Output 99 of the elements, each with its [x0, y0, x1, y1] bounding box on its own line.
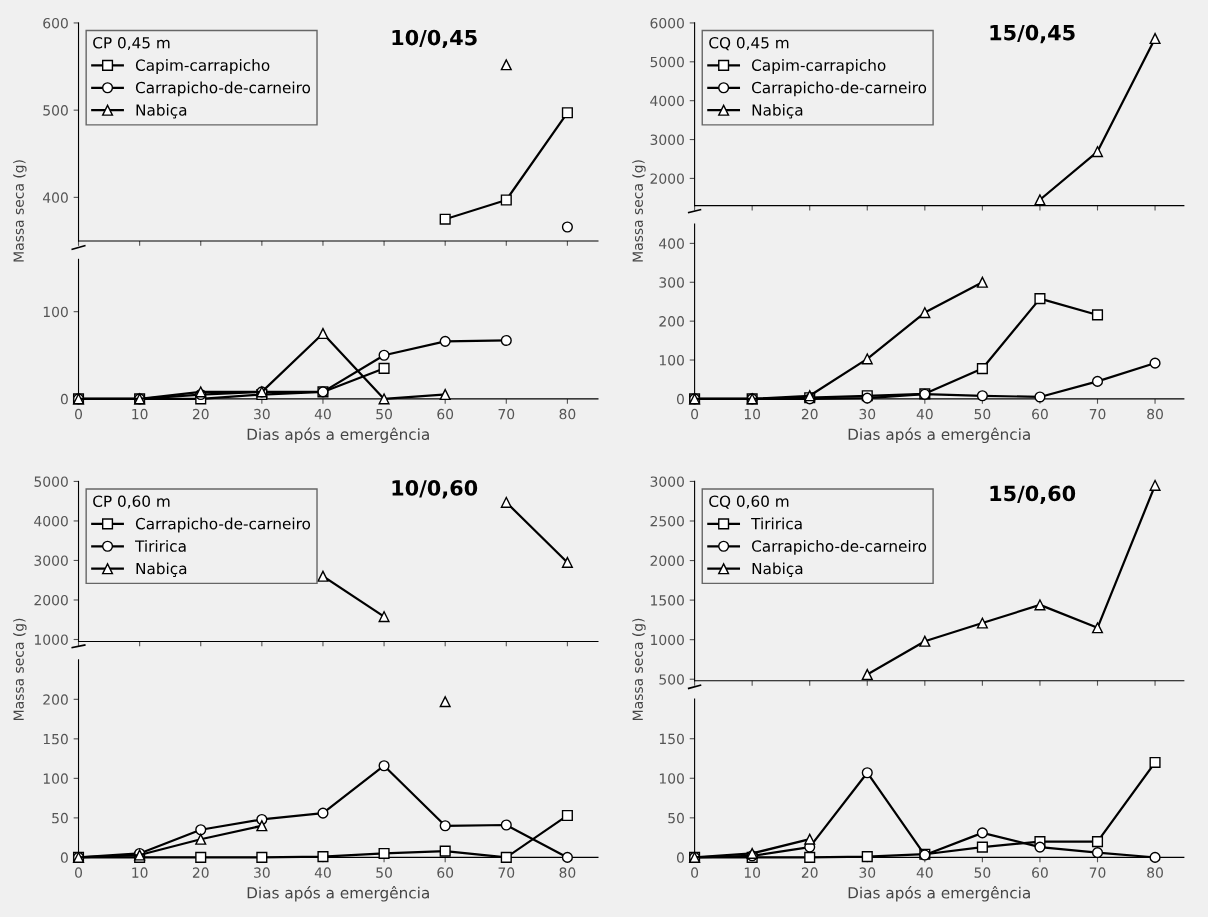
y-tick-label: 0	[676, 393, 684, 405]
x-tick-label: 10	[744, 867, 761, 878]
x-tick-label: 40	[314, 408, 331, 420]
y-tick-label: 300	[659, 277, 684, 288]
x-tick-label: 20	[192, 867, 209, 878]
x-tick-label: 10	[132, 408, 148, 420]
y-axis-title: Massa seca (g)	[13, 618, 27, 720]
x-tick-label: 20	[801, 867, 818, 878]
chart-title: 15/0,60	[990, 485, 1076, 504]
y-tick-label: 400	[42, 192, 68, 203]
y-tick-label: 4000	[650, 95, 684, 107]
y-tick-label: 2000	[34, 594, 68, 606]
y-tick-label: 600	[43, 17, 68, 29]
y-tick-label: 500	[659, 674, 684, 685]
legend-label: Tiririca	[751, 517, 802, 530]
legend-label: Carrapicho-de-carneiro	[751, 540, 927, 555]
legend-label: Nabiça	[136, 562, 187, 577]
chart-title: 10/0,45	[392, 29, 477, 49]
x-tick-label: 10	[744, 408, 761, 420]
x-tick-label: 70	[1089, 408, 1106, 420]
x-tick-label: 40	[916, 408, 933, 420]
y-tick-label: 4000	[34, 515, 68, 527]
y-tick-label: 1000	[651, 634, 684, 646]
x-tick-label: 50	[974, 408, 991, 420]
y-tick-label: 400	[659, 238, 684, 249]
y-tick-label: 200	[659, 316, 684, 327]
y-tick-label: 100	[659, 773, 684, 784]
legend-title: CP 0,60 m	[93, 495, 170, 509]
legend-title: CP 0,45 m	[93, 36, 170, 51]
legend-label: Nabiça	[752, 562, 803, 577]
y-tick-label: 3000	[650, 476, 684, 487]
x-tick-label: 10	[132, 867, 148, 878]
x-tick-label: 70	[1089, 867, 1106, 878]
legend-label: Carrapicho-de-carneiro	[135, 517, 311, 533]
y-tick-label: 0	[60, 393, 68, 405]
x-tick-label: 60	[1032, 408, 1048, 420]
x-tick-label: 0	[691, 867, 699, 878]
x-axis-title: Dias após a emergência	[247, 886, 429, 902]
x-tick-label: 0	[75, 867, 83, 878]
x-tick-label: 70	[498, 408, 515, 420]
legend-label: Capim-carrapicho	[751, 59, 886, 74]
x-tick-label: 50	[376, 408, 392, 420]
y-tick-label: 2500	[650, 515, 684, 527]
y-tick-label: 0	[676, 852, 684, 863]
x-tick-label: 60	[437, 867, 454, 878]
y-tick-label: 50	[52, 812, 68, 824]
x-tick-label: 30	[859, 867, 876, 878]
x-tick-label: 0	[691, 408, 699, 420]
x-tick-label: 50	[974, 867, 991, 878]
y-tick-label: 200	[43, 694, 68, 705]
legend-label: Carrapicho-de-carneiro	[135, 81, 311, 97]
x-tick-label: 80	[1147, 867, 1163, 878]
x-tick-label: 70	[498, 867, 515, 878]
legend-title: CQ 0,45 m	[709, 36, 789, 51]
x-tick-label: 30	[859, 408, 876, 420]
x-axis-title: Dias após a emergência	[848, 886, 1030, 902]
y-tick-label: 100	[659, 354, 684, 366]
x-tick-label: 80	[1147, 408, 1163, 420]
chart-title: 10/0,60	[392, 480, 478, 499]
y-tick-label: 100	[43, 306, 68, 318]
x-tick-label: 30	[254, 867, 270, 878]
y-tick-label: 1000	[34, 634, 68, 645]
legend-label: Nabiça	[752, 103, 803, 119]
y-tick-label: 1500	[651, 595, 684, 606]
x-tick-label: 0	[75, 408, 83, 420]
legend-label: Nabiça	[136, 103, 187, 119]
x-tick-label: 20	[801, 408, 818, 420]
legend-label: Capim-carrapicho	[135, 59, 270, 74]
x-tick-label: 50	[376, 867, 392, 878]
y-tick-label: 500	[43, 105, 68, 116]
y-tick-label: 3000	[34, 555, 68, 566]
x-tick-label: 80	[559, 867, 576, 878]
x-axis-title: Dias após a emergência	[247, 427, 429, 444]
y-tick-label: 2000	[650, 173, 684, 184]
y-tick-label: 6000	[650, 17, 684, 29]
x-tick-label: 40	[314, 867, 331, 878]
chart-title: 15/0,45	[990, 24, 1075, 44]
y-tick-label: 3000	[650, 134, 684, 146]
y-axis-title: Massa seca (g)	[632, 618, 646, 720]
x-tick-label: 30	[254, 408, 270, 420]
x-tick-label: 80	[559, 408, 576, 420]
y-tick-label: 0	[60, 852, 68, 863]
y-axis-title: Massa seca (g)	[632, 160, 646, 262]
x-tick-label: 60	[437, 408, 454, 420]
x-tick-label: 40	[916, 867, 933, 878]
x-tick-label: 60	[1032, 867, 1048, 878]
x-axis-title: Dias após a emergência	[848, 427, 1030, 444]
y-tick-label: 50	[668, 812, 684, 824]
y-axis-title: Massa seca (g)	[13, 160, 27, 262]
legend-label: Carrapicho-de-carneiro	[751, 81, 927, 97]
legend-label: Tiririca	[135, 540, 186, 552]
y-tick-label: 5000	[650, 56, 684, 68]
y-tick-label: 5000	[34, 476, 68, 487]
y-tick-label: 150	[43, 733, 68, 745]
x-tick-label: 20	[192, 408, 209, 420]
y-tick-label: 150	[659, 733, 684, 745]
legend-title: CQ 0,60 m	[709, 495, 789, 509]
y-tick-label: 100	[43, 773, 68, 784]
y-tick-label: 2000	[650, 555, 684, 567]
